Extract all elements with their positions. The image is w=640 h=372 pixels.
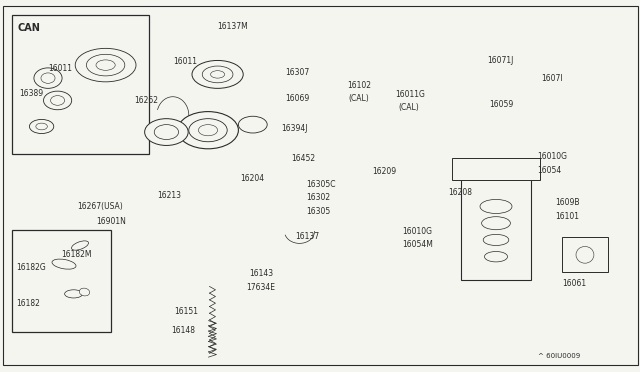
Ellipse shape <box>480 199 512 214</box>
Bar <box>12 15 149 154</box>
Ellipse shape <box>76 48 136 82</box>
Text: CAN: CAN <box>17 23 40 33</box>
Text: 16305C: 16305C <box>306 180 335 189</box>
Text: 16148: 16148 <box>172 326 196 335</box>
Text: 16010G: 16010G <box>538 153 568 161</box>
Text: 16394J: 16394J <box>282 124 308 133</box>
Text: 16182G: 16182G <box>16 263 45 272</box>
Text: 1609B: 1609B <box>556 198 580 207</box>
Ellipse shape <box>34 68 62 89</box>
Text: 1607l: 1607l <box>541 74 563 83</box>
Text: 16059: 16059 <box>490 100 514 109</box>
Ellipse shape <box>96 60 115 70</box>
Text: 16011: 16011 <box>48 64 72 73</box>
Text: 16302: 16302 <box>306 193 330 202</box>
Ellipse shape <box>178 112 238 149</box>
Bar <box>452 158 540 180</box>
Text: 16262: 16262 <box>134 96 159 105</box>
Text: 16011: 16011 <box>173 57 197 66</box>
Text: 16209: 16209 <box>372 167 397 176</box>
Ellipse shape <box>484 251 508 262</box>
Text: 16208: 16208 <box>448 188 472 197</box>
Ellipse shape <box>52 259 76 269</box>
Text: (CAL): (CAL) <box>398 103 419 112</box>
Ellipse shape <box>211 71 225 78</box>
Text: 17634E: 17634E <box>246 283 275 292</box>
Ellipse shape <box>154 125 179 140</box>
Text: 16069: 16069 <box>285 94 309 103</box>
Ellipse shape <box>483 234 509 246</box>
Ellipse shape <box>72 241 88 250</box>
Text: ^ 60lU0009: ^ 60lU0009 <box>538 353 580 359</box>
Ellipse shape <box>41 73 55 83</box>
Ellipse shape <box>29 119 54 134</box>
Text: 16305: 16305 <box>306 207 330 216</box>
Text: 16182M: 16182M <box>61 250 92 259</box>
Text: 16307: 16307 <box>285 68 309 77</box>
Text: 16102: 16102 <box>347 81 371 90</box>
Text: 16151: 16151 <box>174 307 198 316</box>
Text: 16101: 16101 <box>556 212 579 221</box>
Text: 16071J: 16071J <box>488 56 514 65</box>
Text: 16054M: 16054M <box>402 240 433 249</box>
Ellipse shape <box>44 91 72 110</box>
Bar <box>562 237 608 272</box>
Ellipse shape <box>481 217 510 230</box>
Text: 16267(USA): 16267(USA) <box>77 202 122 211</box>
Ellipse shape <box>576 247 594 263</box>
Text: 16137: 16137 <box>296 232 320 241</box>
Text: 16213: 16213 <box>157 191 181 200</box>
Ellipse shape <box>51 96 65 105</box>
Text: 16901N: 16901N <box>96 217 126 226</box>
Text: 16389: 16389 <box>19 89 44 97</box>
Ellipse shape <box>189 119 227 142</box>
Ellipse shape <box>65 290 83 298</box>
Text: 16182: 16182 <box>16 299 40 308</box>
Ellipse shape <box>36 123 47 130</box>
Text: 16011G: 16011G <box>396 90 426 99</box>
Text: 16137M: 16137M <box>218 22 248 31</box>
Ellipse shape <box>202 66 233 83</box>
Text: 16204: 16204 <box>240 174 264 183</box>
Ellipse shape <box>192 61 243 89</box>
Text: (CAL): (CAL) <box>349 94 369 103</box>
Ellipse shape <box>86 54 125 76</box>
Ellipse shape <box>198 125 218 136</box>
Text: 16143: 16143 <box>250 269 274 278</box>
Text: 16452: 16452 <box>291 154 316 163</box>
Text: 16061: 16061 <box>562 279 586 288</box>
Ellipse shape <box>239 116 268 133</box>
Bar <box>461 174 531 280</box>
Bar <box>12 230 111 332</box>
Text: 16054: 16054 <box>538 166 562 175</box>
Ellipse shape <box>145 119 188 145</box>
Ellipse shape <box>79 288 90 296</box>
Text: 16010G: 16010G <box>402 227 432 236</box>
